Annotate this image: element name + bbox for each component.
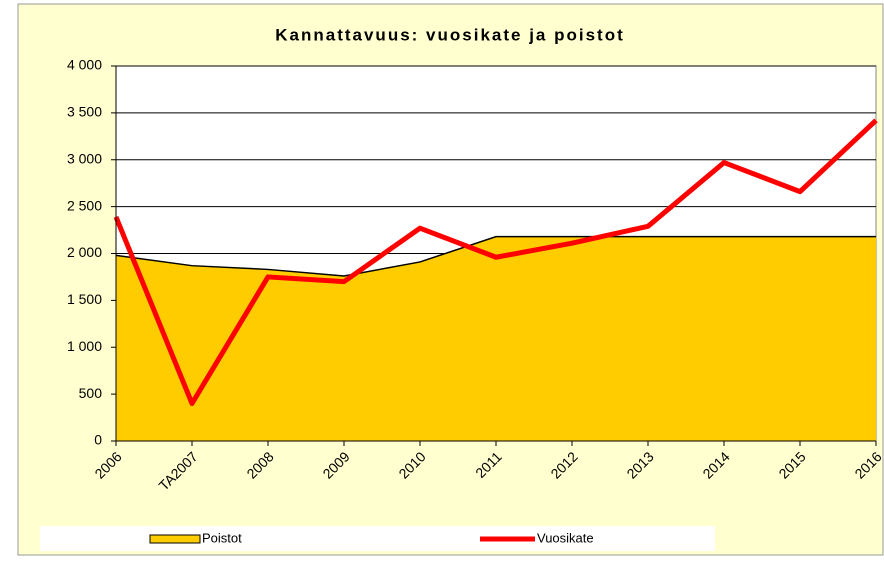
- y-tick-label: 1 000: [67, 338, 102, 354]
- y-tick-label: 1 500: [67, 291, 102, 307]
- y-tick-label: 3 500: [67, 104, 102, 120]
- legend: [40, 526, 715, 551]
- legend-label: Poistot: [202, 530, 242, 545]
- line: [113, 118, 878, 406]
- y-tick-label: 3 000: [67, 150, 102, 166]
- y-tick-label: 4 000: [67, 57, 102, 73]
- legend-swatch: [149, 534, 201, 544]
- legend-label: Vuosikate: [537, 530, 594, 545]
- y-tick-label: 2 000: [67, 244, 102, 260]
- y-tick-label: 0: [94, 432, 102, 448]
- y-tick-label: 500: [79, 385, 103, 401]
- y-tick-label: 2 500: [67, 197, 102, 213]
- area: [116, 236, 876, 441]
- chart-title: Kannattavuus: vuosikate ja poistot: [275, 25, 625, 44]
- area-edge: [115, 235, 876, 277]
